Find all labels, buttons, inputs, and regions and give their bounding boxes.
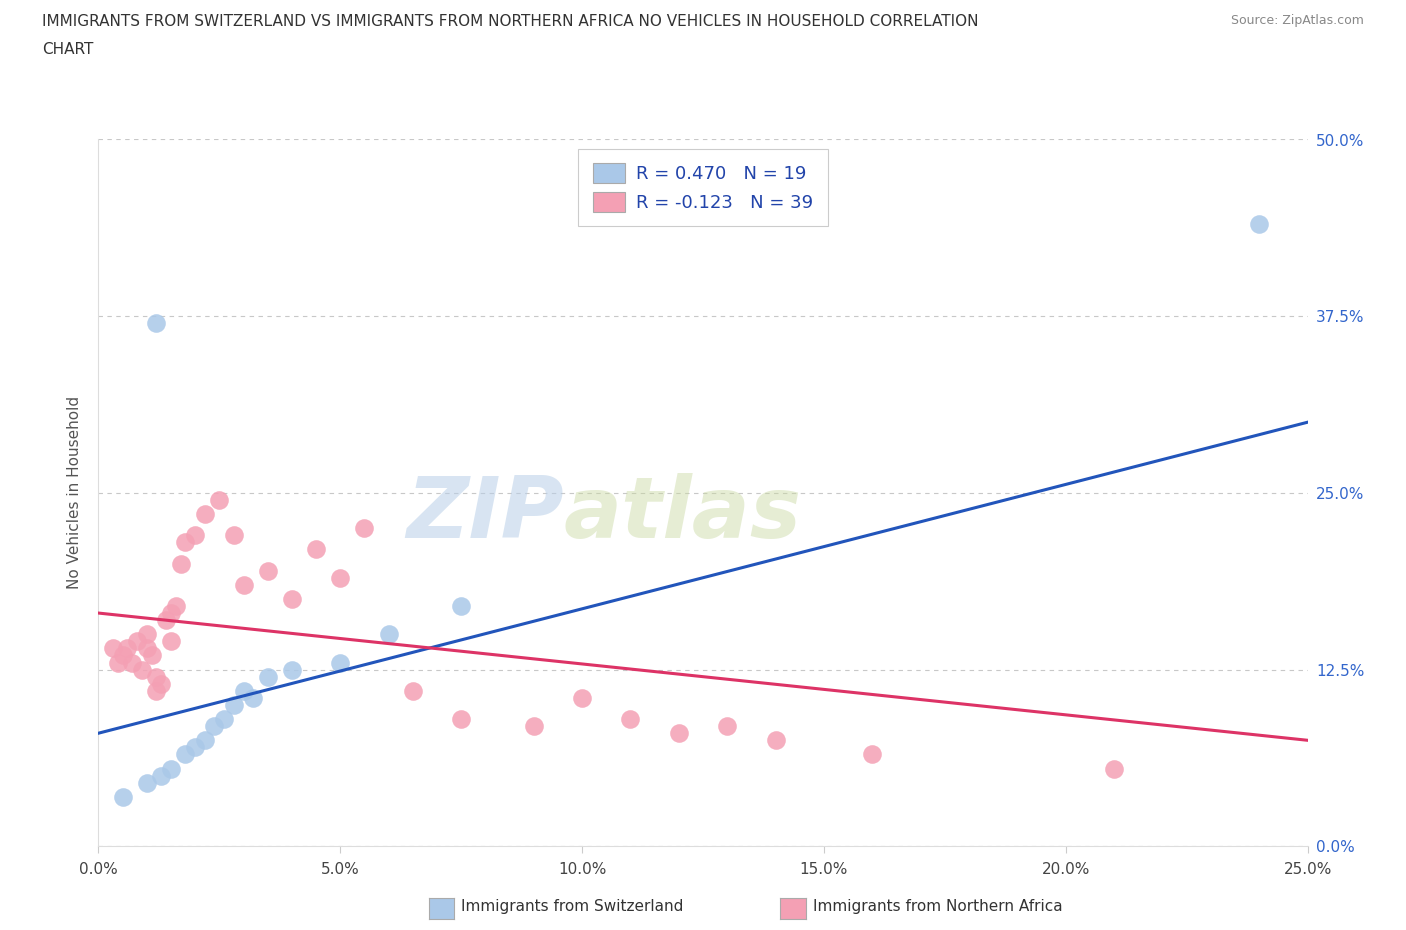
Point (765, 733, 787, 748)
Text: CHART: CHART (42, 42, 94, 57)
Point (135, 627, 157, 642)
Point (204, 719, 226, 734)
Point (571, 690, 593, 705)
Point (155, 613, 177, 628)
Text: Immigrants from Northern Africa: Immigrants from Northern Africa (813, 899, 1063, 914)
Point (160, 761, 183, 776)
Text: atlas: atlas (564, 472, 801, 555)
Point (450, 711, 472, 726)
Point (111, 648, 134, 663)
Point (353, 521, 375, 536)
Point (141, 648, 163, 663)
Text: Immigrants from Switzerland: Immigrants from Switzerland (461, 899, 683, 914)
Point (208, 493, 231, 508)
Point (107, 655, 129, 670)
Point (1102, 761, 1125, 776)
Point (184, 528, 207, 543)
Point (256, 670, 278, 684)
Y-axis label: No Vehicles in Household: No Vehicles in Household (67, 396, 83, 590)
Point (160, 634, 183, 649)
Point (256, 564, 278, 578)
Point (668, 725, 690, 740)
Point (222, 698, 245, 712)
Point (232, 684, 254, 698)
Point (212, 711, 235, 726)
Point (305, 542, 328, 557)
Point (716, 719, 738, 734)
Point (377, 627, 399, 642)
Point (135, 641, 157, 656)
Point (184, 740, 207, 755)
Point (145, 684, 167, 698)
Point (329, 655, 352, 670)
Point (450, 599, 472, 614)
Point (165, 599, 187, 614)
Legend: R = 0.470   N = 19, R = -0.123   N = 39: R = 0.470 N = 19, R = -0.123 N = 39 (578, 149, 828, 226)
Point (619, 711, 641, 726)
Point (169, 556, 191, 571)
Point (174, 747, 197, 762)
Point (150, 768, 173, 783)
Point (150, 676, 173, 691)
Point (402, 684, 425, 698)
Point (281, 662, 304, 677)
Point (145, 316, 167, 331)
Point (135, 776, 157, 790)
Text: Source: ZipAtlas.com: Source: ZipAtlas.com (1230, 14, 1364, 27)
Point (281, 591, 304, 606)
Text: IMMIGRANTS FROM SWITZERLAND VS IMMIGRANTS FROM NORTHERN AFRICA NO VEHICLES IN HO: IMMIGRANTS FROM SWITZERLAND VS IMMIGRANT… (42, 14, 979, 29)
Point (117, 641, 139, 656)
Point (111, 790, 134, 804)
Point (232, 578, 254, 592)
Point (1249, 217, 1271, 232)
Point (131, 662, 153, 677)
Point (242, 690, 264, 705)
Text: ZIP: ZIP (406, 472, 564, 555)
Point (121, 655, 143, 670)
Point (127, 634, 149, 649)
Point (329, 570, 352, 585)
Point (174, 535, 197, 550)
Point (194, 733, 217, 748)
Point (860, 747, 883, 762)
Point (194, 507, 217, 522)
Point (101, 641, 124, 656)
Point (222, 528, 245, 543)
Point (145, 670, 167, 684)
Point (523, 719, 546, 734)
Point (160, 605, 183, 620)
